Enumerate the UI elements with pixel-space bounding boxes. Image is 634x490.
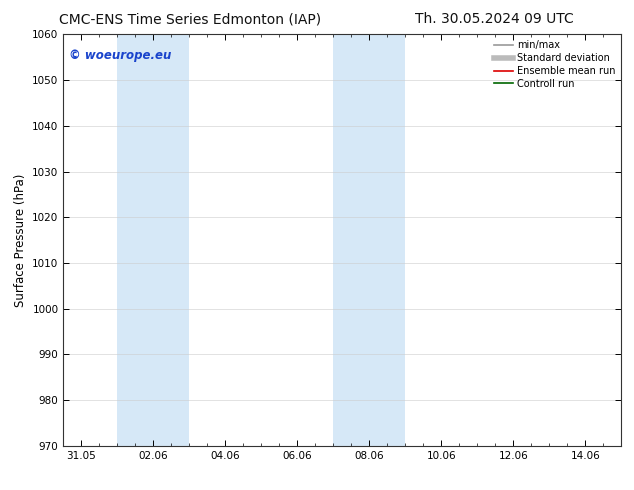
Text: CMC-ENS Time Series Edmonton (IAP): CMC-ENS Time Series Edmonton (IAP)	[59, 12, 321, 26]
Legend: min/max, Standard deviation, Ensemble mean run, Controll run: min/max, Standard deviation, Ensemble me…	[489, 36, 619, 93]
Y-axis label: Surface Pressure (hPa): Surface Pressure (hPa)	[14, 173, 27, 307]
Bar	[333, 34, 405, 446]
Text: © woeurope.eu: © woeurope.eu	[69, 49, 171, 62]
Bar	[117, 34, 190, 446]
Text: Th. 30.05.2024 09 UTC: Th. 30.05.2024 09 UTC	[415, 12, 574, 26]
